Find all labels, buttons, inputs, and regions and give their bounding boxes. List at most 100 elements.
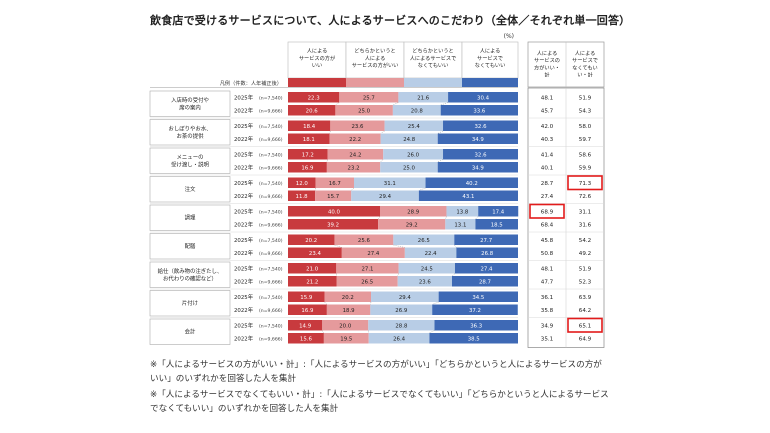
connector-line	[335, 102, 340, 106]
bar-segment-s1	[288, 105, 336, 116]
bar-value-label: 25.7	[363, 95, 375, 101]
year-label: 2022年	[234, 306, 254, 314]
summary-value-label: 72.6	[579, 194, 592, 200]
year-label: 2025年	[234, 321, 254, 329]
bar-segment-s1	[288, 149, 328, 160]
legend-swatch-2	[346, 78, 404, 87]
bar-value-label: 12.0	[296, 181, 309, 187]
summary-value-label: 68.9	[541, 209, 554, 215]
year-label: 2022年	[234, 192, 254, 200]
connector-line	[437, 159, 444, 163]
sample-size-label: (n=9,666)	[259, 137, 283, 143]
bar-segment-s1	[288, 133, 330, 144]
bar-value-label: 26.5	[418, 238, 430, 244]
summary-value-label: 45.8	[541, 238, 554, 244]
bar-segment-s3	[392, 105, 441, 116]
year-label: 2025年	[234, 150, 254, 158]
bar-segment-s4	[451, 276, 518, 287]
bar-value-label: 18.9	[343, 308, 356, 314]
year-label: 2022年	[234, 163, 254, 171]
sample-size-label: (n=9,666)	[259, 279, 283, 285]
bar-segment-s1	[288, 320, 323, 331]
bar-segment-s3	[397, 276, 452, 287]
bar-segment-s3	[445, 219, 476, 230]
bar-value-label: 31.1	[384, 181, 396, 187]
connector-line	[440, 102, 449, 106]
summary-value-label: 36.1	[541, 295, 554, 301]
bar-segment-s4	[448, 92, 518, 103]
category-label-box	[149, 119, 231, 146]
bar-value-label: 17.2	[302, 152, 314, 158]
bar-value-label: 27.4	[367, 251, 380, 257]
bar-value-label: 25.6	[358, 238, 371, 244]
bar-segment-s2	[341, 247, 405, 258]
unit-label: (%)	[504, 33, 514, 40]
bar-segment-s3	[398, 263, 455, 274]
category-label-box	[149, 90, 231, 117]
bar-value-label: 24.8	[403, 137, 416, 143]
bar-segment-s3	[383, 149, 444, 160]
bar-segment-s1	[288, 263, 337, 274]
legend-header-box	[287, 41, 347, 79]
sample-size-label: (n=9,666)	[259, 108, 283, 114]
bar-value-label: 13.8	[456, 209, 469, 215]
year-label: 2022年	[234, 106, 254, 114]
bar-segment-s3	[404, 247, 457, 258]
bar-segment-s3	[380, 133, 438, 144]
bar-value-label: 26.9	[395, 308, 408, 314]
summary-value-label: 45.7	[541, 108, 554, 114]
year-label: 2022年	[234, 277, 254, 285]
connector-line	[329, 130, 331, 134]
connector-line	[326, 159, 328, 163]
summary-value-label: 68.4	[541, 222, 554, 228]
summary-value-label: 47.7	[541, 279, 554, 285]
bar-value-label: 37.2	[469, 308, 481, 314]
connector-line	[377, 216, 381, 220]
connector-line	[432, 301, 439, 305]
bar-value-label: 29.4	[399, 295, 412, 301]
connector-line	[445, 216, 447, 220]
bar-value-label: 28.8	[395, 323, 408, 329]
bar-segment-s1	[288, 333, 324, 344]
connector-line	[393, 244, 405, 248]
bar-segment-s2	[330, 120, 385, 131]
note-1: ※「人によるサービスの方がいい・計」:「人によるサービスの方がいい」「どちらかと…	[150, 360, 602, 384]
summary-value-label: 40.1	[541, 165, 554, 171]
sample-size-label: (n=7,540)	[259, 181, 283, 187]
connector-line	[454, 244, 457, 248]
bar-value-label: 22.4	[425, 251, 438, 257]
sample-size-label: (n=7,540)	[259, 323, 283, 329]
bar-segment-s3	[393, 234, 455, 245]
bar-value-label: 28.7	[479, 279, 491, 285]
legend-header-label: どちらかというと人によるサービスでなくてもいい	[410, 47, 457, 69]
summary-value-label: 41.4	[541, 152, 554, 158]
bar-value-label: 29.4	[379, 194, 392, 200]
bar-value-label: 13.1	[454, 222, 466, 228]
bar-value-label: 22.2	[349, 137, 361, 143]
legend-swatch-1	[288, 78, 346, 87]
connector-line	[397, 273, 399, 277]
sample-size-label: (n=7,540)	[259, 124, 283, 130]
bar-segment-s1	[288, 304, 327, 315]
bar-segment-s1	[288, 92, 340, 103]
bar-segment-s1	[288, 291, 325, 302]
summary-value-label: 51.9	[579, 95, 592, 101]
bar-value-label: 18.1	[303, 137, 315, 143]
bar-segment-s4	[454, 234, 518, 245]
summary-value-label: 35.8	[541, 308, 554, 314]
bar-value-label: 11.8	[296, 194, 309, 200]
connector-line	[418, 187, 426, 191]
bar-value-label: 28.9	[407, 209, 420, 215]
category-label: メニューの受け渡し・説明	[171, 154, 209, 168]
chart-title: 飲食店で受けるサービスについて、人によるサービスへのこだわり（全体／それぞれ単一…	[150, 14, 631, 27]
bar-value-label: 33.6	[473, 108, 486, 114]
sample-size-label: (n=9,666)	[259, 308, 283, 314]
year-label: 2022年	[234, 249, 254, 257]
bar-segment-s4	[429, 333, 518, 344]
legend-header-label: どちらかというと人によるサービスの方がいい	[352, 47, 399, 69]
category-label: 調理	[185, 214, 196, 222]
category-label-box	[149, 290, 231, 317]
bar-value-label: 15.7	[327, 194, 339, 200]
bar-value-label: 18.5	[491, 222, 503, 228]
summary-value-label: 65.1	[579, 323, 592, 329]
